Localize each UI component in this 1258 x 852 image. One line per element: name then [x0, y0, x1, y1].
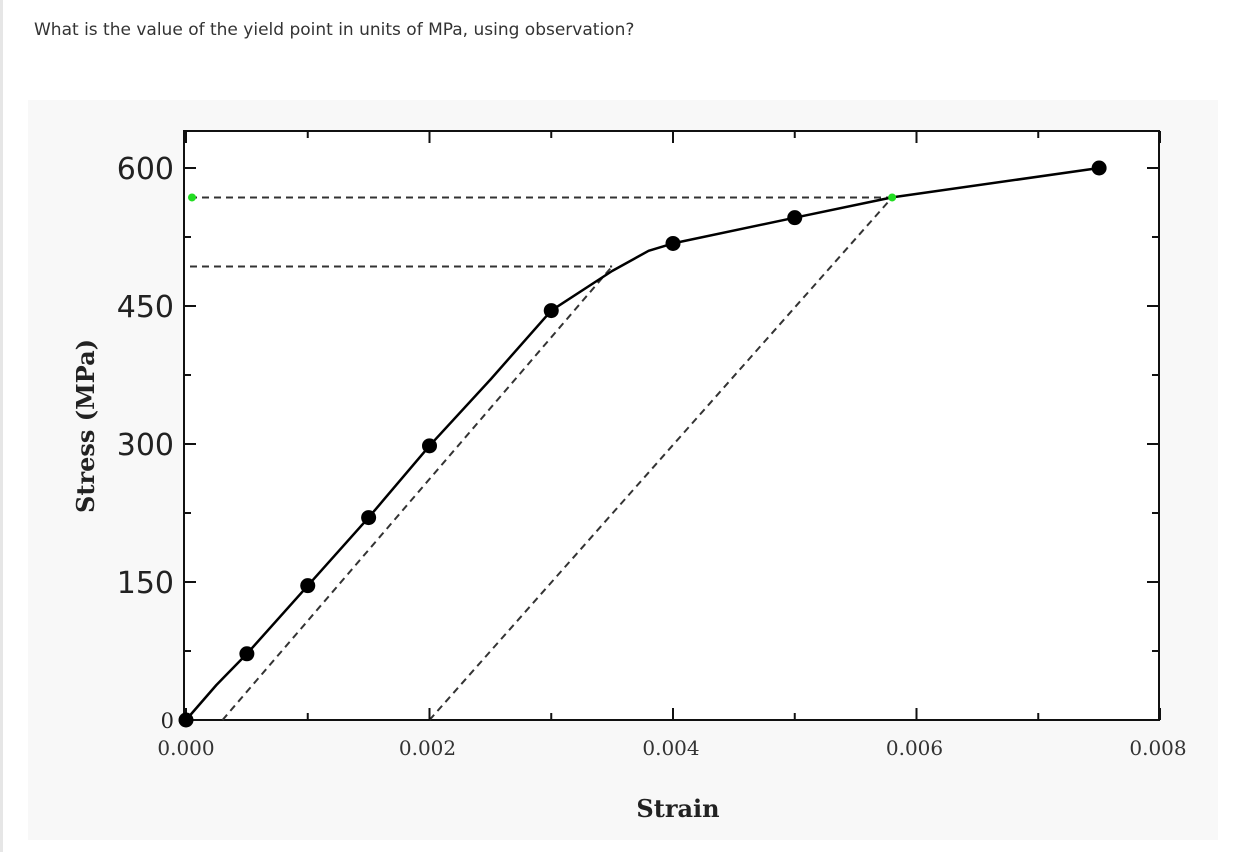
highlight-point-1 — [188, 193, 196, 202]
reference-lines — [190, 196, 893, 268]
stress-strain-curve — [185, 166, 1100, 721]
data-points — [178, 160, 1107, 728]
data-point-4 — [422, 438, 437, 454]
x-axis-title: Strain — [636, 794, 719, 823]
x-tick-label-4: 0.008 — [1129, 736, 1186, 760]
x-tick-label-3: 0.006 — [886, 736, 943, 760]
y-tick-label-3: 450 — [117, 290, 174, 325]
x-tick-labels: 0.000 0.002 0.004 0.006 0.008 — [157, 736, 1186, 760]
data-point-2 — [300, 578, 316, 594]
offset-line-0 — [221, 265, 613, 721]
highlight-point-0 — [888, 193, 897, 202]
y-tick-label-2: 300 — [117, 428, 174, 463]
y-tick-label-4: 600 — [117, 152, 174, 187]
x-tick-label-1: 0.002 — [399, 736, 456, 760]
data-point-5 — [543, 303, 559, 319]
data-point-8 — [1091, 160, 1107, 176]
y-tick-label-1: 150 — [117, 566, 174, 601]
y-tick-label-0: 0 — [161, 709, 174, 733]
y-tick-labels: 0 150 300 450 600 — [117, 152, 174, 733]
y-axis-title: Stress (MPa) — [71, 339, 100, 513]
page-left-rule — [0, 0, 3, 852]
question-text: What is the value of the yield point in … — [34, 20, 635, 40]
data-point-0 — [178, 712, 194, 728]
offset-line-1 — [428, 196, 893, 721]
offset-lines — [221, 196, 893, 721]
x-tick-label-2: 0.004 — [642, 736, 699, 760]
series-line-0 — [185, 166, 1100, 721]
data-point-6 — [665, 235, 681, 251]
plot-frame — [183, 130, 1160, 721]
data-point-3 — [361, 510, 377, 526]
x-tick-label-0: 0.000 — [157, 736, 214, 760]
data-point-1 — [239, 646, 255, 662]
data-point-7 — [787, 210, 803, 226]
axis-ticks — [184, 131, 1161, 721]
